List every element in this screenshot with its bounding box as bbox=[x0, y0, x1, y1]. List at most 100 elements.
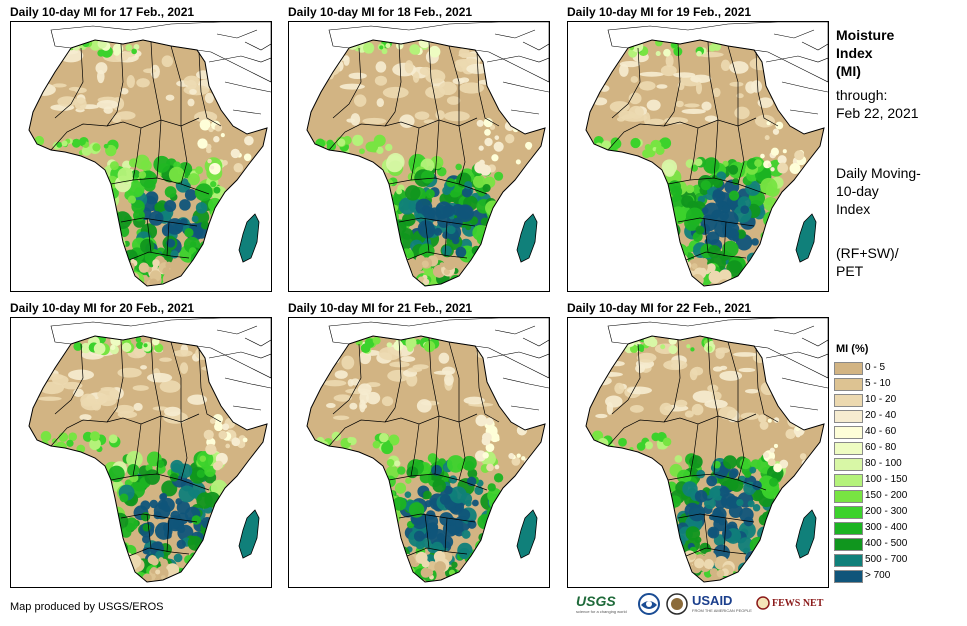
legend-item: 80 - 100 bbox=[834, 456, 924, 472]
country-border bbox=[434, 415, 440, 475]
country-border bbox=[232, 109, 262, 115]
country-border bbox=[332, 343, 362, 415]
country-border bbox=[789, 405, 819, 411]
coastline bbox=[306, 335, 546, 583]
country-border bbox=[410, 127, 420, 181]
legend-swatch bbox=[834, 522, 863, 535]
country-border bbox=[502, 81, 549, 93]
country-border bbox=[723, 221, 727, 257]
country-border bbox=[707, 41, 719, 121]
fews-net-text: FEWS NET bbox=[772, 598, 824, 609]
usgs-logo-text: USGS bbox=[576, 593, 616, 609]
usaid-logo-text: USAID bbox=[692, 593, 733, 608]
legend-item: 200 - 300 bbox=[834, 504, 924, 520]
country-border bbox=[458, 125, 466, 185]
legend-item: 400 - 500 bbox=[834, 536, 924, 552]
map-frame bbox=[10, 317, 272, 588]
coastline bbox=[585, 39, 825, 287]
legend-item: 10 - 20 bbox=[834, 392, 924, 408]
map-frame bbox=[567, 21, 829, 292]
country-border bbox=[781, 81, 828, 93]
logo-strip: USGS science for a changing world USAID … bbox=[576, 593, 831, 623]
map-panel-6: Daily 10-day MI for 22 Feb., 2021 bbox=[567, 300, 829, 590]
middle-east-outline bbox=[50, 318, 271, 379]
middle-east-outline bbox=[328, 318, 549, 379]
country-border bbox=[120, 513, 198, 523]
country-border bbox=[232, 405, 262, 411]
legend-item: > 700 bbox=[834, 568, 924, 584]
country-border bbox=[773, 29, 815, 39]
legend-swatch bbox=[834, 506, 863, 519]
country-border bbox=[54, 47, 84, 119]
legend-swatch bbox=[834, 474, 863, 487]
legend-label: 400 - 500 bbox=[865, 538, 908, 549]
legend-label: 20 - 40 bbox=[865, 410, 897, 421]
country-border bbox=[737, 421, 745, 481]
usaid-tagline: FROM THE AMERICAN PEOPLE bbox=[692, 608, 752, 613]
title-line: (MI) bbox=[836, 63, 861, 79]
country-border bbox=[677, 217, 755, 227]
country-border bbox=[146, 217, 152, 253]
country-border bbox=[801, 337, 828, 347]
legend-item: 500 - 700 bbox=[834, 552, 924, 568]
country-border bbox=[208, 351, 271, 359]
legend-swatch bbox=[834, 362, 863, 375]
panel-title: Daily 10-day MI for 19 Feb., 2021 bbox=[567, 5, 752, 19]
legend-item: 100 - 150 bbox=[834, 472, 924, 488]
map-frame bbox=[567, 317, 829, 588]
legend-swatch bbox=[834, 442, 863, 455]
madagascar bbox=[795, 213, 817, 263]
madagascar bbox=[516, 509, 538, 559]
usaid-logo: USAID FROM THE AMERICAN PEOPLE bbox=[692, 593, 754, 621]
coastline bbox=[28, 335, 268, 583]
country-border bbox=[224, 81, 271, 93]
country-border bbox=[444, 221, 448, 257]
legend-label: 60 - 80 bbox=[865, 442, 897, 453]
africa-moisture-map bbox=[585, 22, 828, 287]
madagascar bbox=[238, 509, 260, 559]
country-border bbox=[132, 423, 142, 477]
country-border bbox=[611, 47, 641, 119]
country-border bbox=[398, 217, 476, 227]
legend-item: 40 - 60 bbox=[834, 424, 924, 440]
country-border bbox=[502, 377, 549, 389]
country-border bbox=[607, 117, 757, 151]
country-border bbox=[765, 55, 828, 63]
formula-line: PET bbox=[836, 263, 864, 279]
legend-item: 5 - 10 bbox=[834, 376, 924, 392]
country-border bbox=[50, 413, 200, 447]
country-border bbox=[448, 341, 460, 422]
middle-east-outline bbox=[50, 22, 271, 83]
noaa-logo-icon bbox=[638, 593, 662, 621]
country-border bbox=[476, 347, 500, 423]
country-border bbox=[522, 41, 549, 51]
usgs-tagline: science for a changing world bbox=[576, 609, 627, 614]
country-border bbox=[703, 217, 709, 253]
country-border bbox=[384, 339, 402, 423]
panel-title: Daily 10-day MI for 22 Feb., 2021 bbox=[567, 301, 752, 315]
country-border bbox=[384, 43, 402, 127]
country-border bbox=[132, 127, 142, 181]
country-border bbox=[170, 45, 182, 126]
country-border bbox=[494, 325, 536, 335]
country-border bbox=[510, 405, 540, 411]
africa-moisture-map bbox=[306, 22, 549, 287]
country-border bbox=[510, 109, 540, 115]
legend-label: 80 - 100 bbox=[865, 458, 902, 469]
country-border bbox=[703, 513, 709, 549]
formula-line: (RF+SW)/ bbox=[836, 245, 899, 261]
country-border bbox=[244, 337, 271, 347]
country-border bbox=[486, 351, 549, 359]
coastline bbox=[28, 39, 268, 287]
globe-icon bbox=[756, 596, 770, 610]
country-border bbox=[150, 337, 162, 417]
country-border bbox=[198, 51, 222, 127]
legend-swatch bbox=[834, 394, 863, 407]
country-border bbox=[398, 513, 476, 523]
country-border bbox=[106, 43, 124, 127]
legend-label: 100 - 150 bbox=[865, 474, 908, 485]
country-border bbox=[434, 119, 440, 179]
title-line: Moisture bbox=[836, 27, 895, 43]
legend-swatch bbox=[834, 378, 863, 391]
country-border bbox=[216, 29, 258, 39]
